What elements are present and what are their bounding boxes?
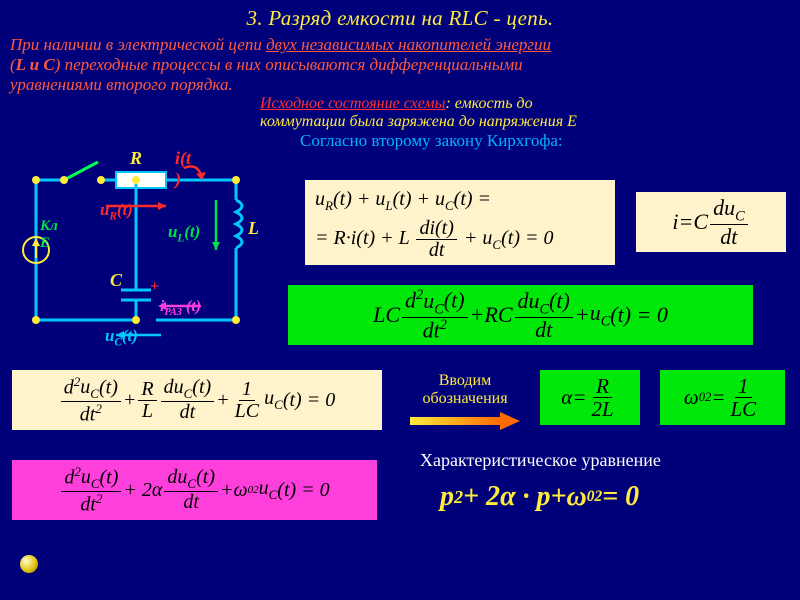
slide-title: 3. Разряд емкости на RLC - цепь.: [0, 0, 800, 31]
initstate-yellow-1: : емкость до: [445, 95, 532, 112]
arrow-icon: [410, 412, 520, 430]
label-it: i(t): [175, 148, 191, 190]
intro-underline: двух независимых накопителей энергии: [266, 35, 551, 54]
kirchhoff-law: Согласно второму закону Кирхгофа:: [0, 131, 800, 151]
intro-line3: уравнениями второго порядка.: [0, 75, 800, 95]
intro-text: При наличии в электрической цепи двух не…: [0, 31, 800, 55]
intro-part1: При наличии в электрической цепи: [10, 35, 266, 54]
label-iraz: iРАЗ (t): [160, 298, 201, 318]
label-uC: uC(t): [105, 326, 138, 348]
eq-characteristic: p2 + 2α · p + ω02 = 0: [430, 475, 649, 519]
eq-capacitor-current: i = C duCdt: [636, 192, 786, 252]
eq-normalized: d2uC(t)dt2 + RL duC(t)dt + 1LC uC(t) = 0: [12, 370, 382, 430]
eq-omega: ω02 = 1LC: [660, 370, 785, 425]
label-C: C: [110, 270, 122, 291]
label-plus: +: [150, 278, 159, 296]
eq-alpha: α = R2L: [540, 370, 640, 425]
intro-line2: (L и C) переходные процессы в них описыв…: [0, 55, 800, 75]
initstate-red: Исходное состояние схемы: [260, 95, 445, 112]
eq-kvl: uR(t) + uL(t) + uC(t) = = R·i(t) + L di(…: [305, 180, 615, 265]
label-R: R: [130, 148, 142, 169]
label-uR: uR(t): [100, 200, 133, 222]
eq-second-order-LC: LC d2uC(t)dt2 + RC duC(t)dt + uC(t) = 0: [288, 285, 753, 345]
label-uL: uL(t): [168, 222, 200, 244]
initial-state-1: Исходное состояние схемы: емкость до: [0, 95, 800, 113]
initial-state-2: коммутации была заряжена до напряжения Е: [0, 113, 800, 131]
bullet-icon: [20, 555, 38, 573]
eq-alpha-omega-form: d2uC(t)dt2 + 2α duC(t)dt + ω02uC(t) = 0: [12, 460, 377, 520]
label-L: L: [248, 218, 259, 239]
characteristic-label: Характеристическое уравнение: [420, 450, 661, 471]
label-Kl: КлE: [40, 218, 58, 252]
introduce-notation: Вводимобозначения: [410, 372, 520, 408]
